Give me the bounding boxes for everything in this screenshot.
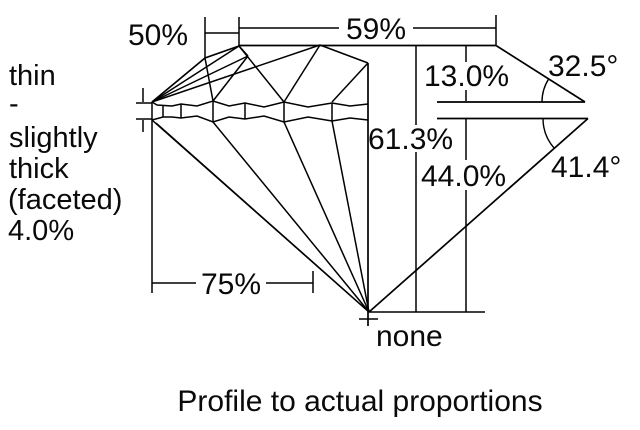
angle-arcs [541, 78, 555, 149]
girdle-thickness-note: thin - slightly thick (faceted) 4.0% [8, 60, 122, 247]
pavilion-facet-lines [151, 119, 370, 313]
dimension-lines [151, 15, 497, 313]
table-size-label: 59% [346, 13, 406, 46]
crown-slope-right [495, 44, 586, 103]
crown-height-label: 13.0% [424, 60, 509, 93]
girdle-bottom-edge [151, 115, 369, 123]
star-length-label: 50% [128, 19, 188, 52]
culet-label: none [376, 320, 443, 353]
girdle-note-line: thick [9, 153, 69, 185]
crown-facet-lines [151, 44, 369, 103]
pavilion-angle-label: 41.4° [551, 151, 621, 184]
pavilion-slope-right [368, 117, 589, 313]
girdle-top-edge [151, 100, 369, 108]
total-depth-label: 61.3% [368, 123, 453, 156]
caption: Profile to actual proportions [177, 385, 542, 418]
crown-angle-label: 32.5° [548, 50, 618, 83]
girdle-edge-ticks [136, 88, 152, 132]
girdle-note-line: 4.0% [8, 215, 74, 247]
lower-girdle-label: 75% [201, 268, 261, 301]
girdle-band [151, 100, 369, 123]
pavilion-angle-arc [542, 118, 555, 149]
girdle-note-line: slightly [9, 122, 98, 154]
pavilion-depth-label: 44.0% [421, 160, 506, 193]
crown-angle-arc [541, 78, 550, 103]
girdle-note-line: (faceted) [8, 184, 122, 216]
diamond-outline [151, 44, 589, 326]
girdle-note-line: - [9, 88, 19, 120]
girdle-note-line: thin [9, 60, 56, 92]
